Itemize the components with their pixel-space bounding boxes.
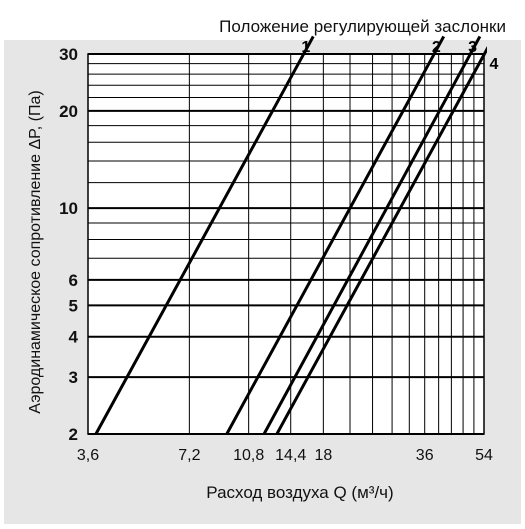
series-label-1: 1 — [301, 39, 310, 56]
x-tick-labels: 3,6 7,2 10,8 14,4 18 36 54 — [77, 447, 493, 464]
x-tick-label: 7,2 — [178, 447, 200, 464]
y-tick-label: 5 — [69, 296, 78, 315]
y-tick-label: 30 — [59, 45, 78, 64]
y-tick-labels: 2 3 4 5 6 10 20 30 — [59, 45, 78, 444]
series-lines — [94, 35, 487, 434]
series-labels: 1 2 34 — [301, 39, 498, 73]
series-line-1 — [94, 35, 315, 434]
y-tick-label: 3 — [69, 368, 78, 387]
grid — [87, 53, 485, 435]
y-tick-label: 4 — [69, 328, 79, 347]
series-label-4: 4 — [490, 56, 499, 73]
x-axis-label: Расход воздуха Q (м³/ч) — [206, 483, 393, 502]
y-tick-label: 6 — [69, 271, 78, 290]
x-tick-label: 18 — [314, 447, 332, 464]
x-tick-label: 54 — [475, 447, 493, 464]
plot-area — [88, 54, 484, 434]
x-tick-label: 14,4 — [275, 447, 306, 464]
plot-frame — [87, 53, 485, 435]
x-tick-label: 10,8 — [233, 447, 264, 464]
y-tick-label: 10 — [59, 199, 78, 218]
x-tick-label: 36 — [416, 447, 434, 464]
series-line-4 — [275, 46, 487, 434]
series-line-2 — [225, 35, 446, 434]
chart-title: Положение регулирующей заслонки — [219, 17, 506, 36]
series-label-2: 2 — [432, 39, 441, 56]
y-axis-label: Аэродинамическое сопротивление ΔP, (Па) — [27, 90, 44, 413]
x-tick-label: 3,6 — [77, 447, 99, 464]
y-tick-label: 2 — [69, 425, 78, 444]
series-line-3 — [262, 35, 482, 434]
series-label-3: 3 — [468, 39, 477, 56]
y-tick-label: 20 — [59, 102, 78, 121]
